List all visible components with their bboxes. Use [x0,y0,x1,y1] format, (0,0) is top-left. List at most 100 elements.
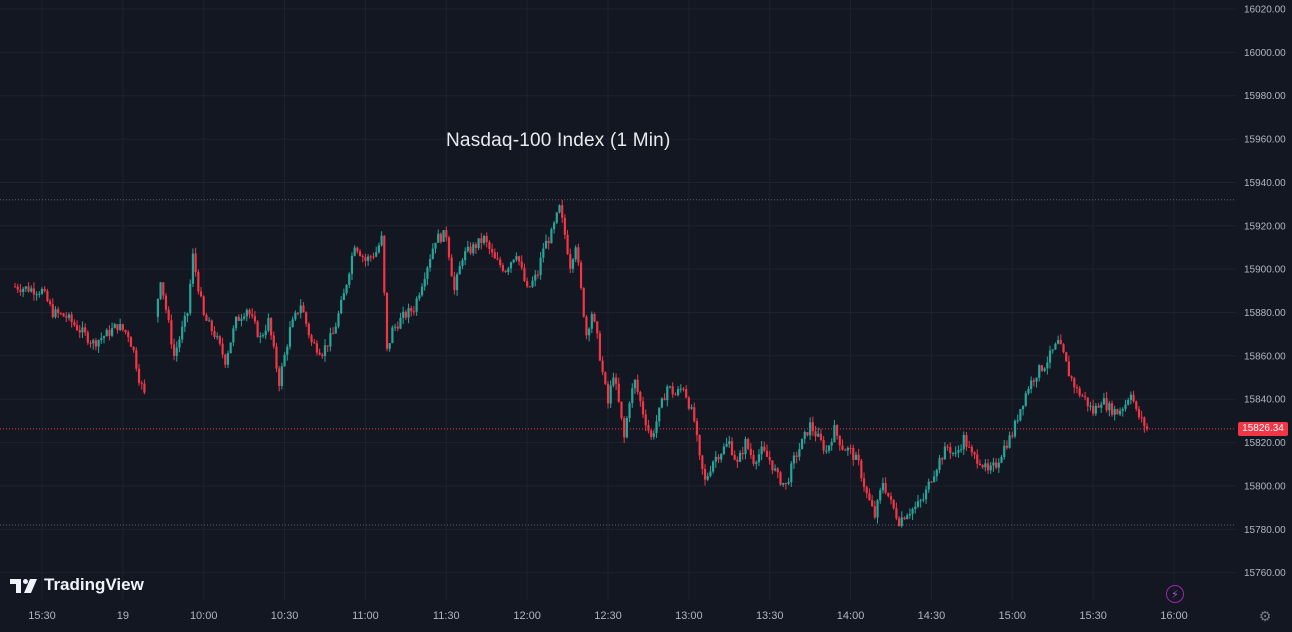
candle-up [809,422,812,436]
candle-up [245,309,248,317]
candle-up [264,330,267,336]
candle-down [835,425,839,436]
candle-down [895,508,898,519]
candle-down [137,368,141,383]
gear-icon[interactable]: ⚙ [1258,608,1272,624]
x-tick-label: 15:00 [999,610,1027,622]
candle-up [911,508,914,514]
candle-up [323,345,327,357]
candle-up [760,446,763,455]
tradingview-logo-mark [10,579,37,593]
candle-down [75,325,79,331]
candle-down [639,391,642,402]
candle-up [989,465,992,471]
candle-up [1054,343,1057,350]
candle-down [526,281,529,287]
time-axis[interactable]: 15:30 19 10:00 10:30 11:00 11:30 12:00 12:30 13:… [28,610,1188,622]
candle-down [703,468,707,480]
candle-down [474,244,478,249]
candle-up [825,450,828,452]
candle-up [1024,393,1027,406]
candle-up [800,438,804,450]
candle-up [178,339,181,348]
candle-up [539,257,542,276]
candle-down [1145,426,1149,429]
candle-up [1043,368,1046,371]
candle-down [596,321,599,334]
candle-up [261,335,265,337]
x-tick-label: 15:30 [1079,610,1107,622]
y-tick-label: 16020.00 [1244,5,1286,16]
candle-down [1011,435,1014,437]
y-tick-label: 15760.00 [1244,568,1286,579]
candle-up [1016,420,1019,422]
candle-down [202,296,205,315]
candle-down [871,500,874,507]
candle-down [127,332,130,338]
candle-up [512,259,515,263]
candle-down [685,389,688,398]
candle-up [110,328,114,336]
candle-down [730,441,734,455]
candle-up [943,446,947,460]
candle-down [358,251,362,257]
candle-up [234,316,238,329]
candle-down [46,290,49,302]
candle-down [674,394,677,396]
candle-up [658,407,661,422]
candle-up [1013,420,1017,437]
candle-up [612,377,615,386]
candle-down [903,517,906,520]
candle-down [930,481,933,483]
candle-up [550,229,553,244]
candle-up [558,205,561,213]
price-axis[interactable]: 15760.00 15780.00 15800.00 15820.00 15840.00… [1244,5,1286,580]
candle-down [887,492,890,497]
y-tick-label: 15800.00 [1244,481,1286,492]
candle-up [625,417,628,438]
candle-down [1040,365,1044,371]
y-tick-label: 15820.00 [1244,438,1286,449]
candle-down [1075,387,1079,389]
candle-up [1124,404,1127,409]
candle-up [458,265,461,275]
candle-down [717,456,720,460]
candle-down [485,235,488,243]
candle-up [367,256,370,261]
candle-down [857,454,860,461]
tradingview-logo[interactable]: TradingView [10,575,144,595]
candle-down [806,432,809,436]
candle-up [1038,365,1041,378]
candle-down [256,321,259,337]
candle-down [784,482,787,484]
candle-up [30,288,33,292]
lightning-bolt-icon[interactable]: ⚡ [1166,585,1184,603]
candle-up [423,278,426,287]
candle-down [1092,405,1095,414]
candle-down [385,292,389,349]
candle-up [787,482,790,484]
candle-up [402,311,405,318]
candle-up [962,435,965,450]
candle-up [380,235,383,246]
candle-up [906,515,909,520]
candle-down [218,336,221,344]
x-tick-label: 19 [117,610,129,622]
candle-up [232,328,235,343]
candle-down [321,354,324,357]
candle-down [889,496,893,500]
candle-up [105,329,108,337]
candle-up [588,328,591,336]
candle-down [741,452,744,455]
candle-down [623,418,626,438]
candle-down [307,323,310,336]
candle-up [418,295,421,299]
candle-down [614,377,618,384]
candle-up [113,324,116,329]
candle-up [208,320,211,322]
candle-down [396,326,399,329]
x-tick-label: 11:00 [352,610,379,622]
candle-up [916,501,920,507]
